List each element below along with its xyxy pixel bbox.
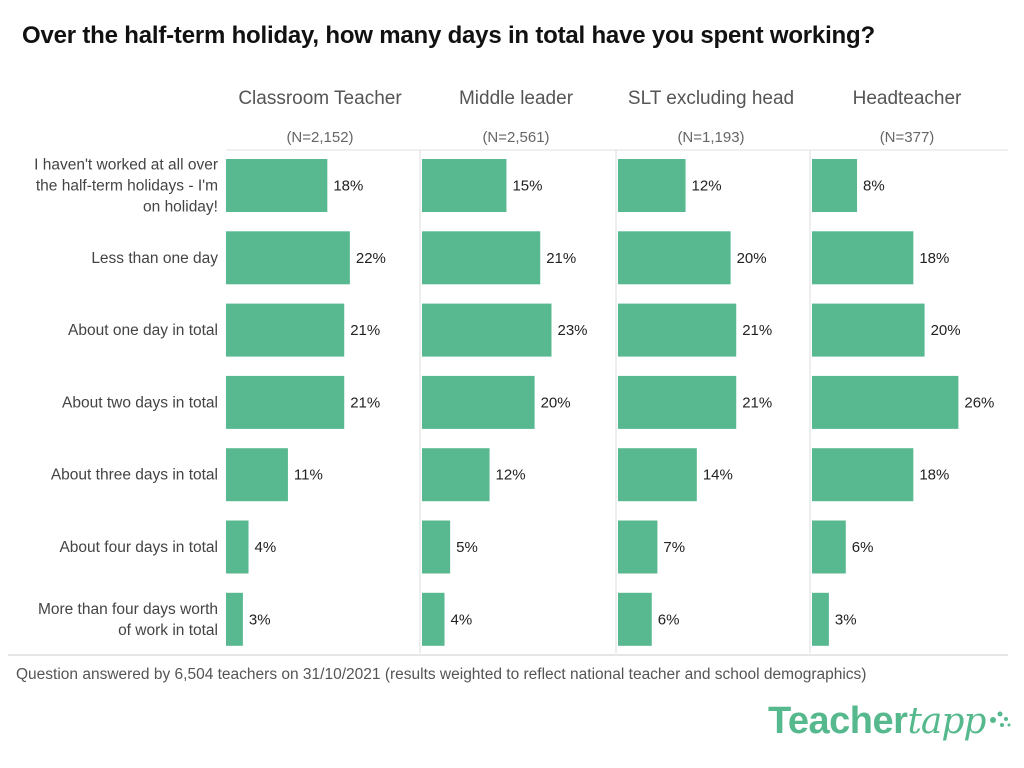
bar xyxy=(812,303,925,357)
bar xyxy=(618,303,737,357)
bar xyxy=(812,231,914,285)
bar xyxy=(226,448,288,502)
data-label: 15% xyxy=(512,178,542,195)
category-label: About one day in total xyxy=(68,322,218,339)
data-label: 21% xyxy=(350,394,380,411)
data-label: 12% xyxy=(496,467,526,484)
bar xyxy=(812,448,914,502)
panel-header: SLT excluding head xyxy=(628,88,794,109)
data-label: 20% xyxy=(737,250,767,267)
bar xyxy=(618,520,658,574)
bar xyxy=(422,231,541,285)
bar xyxy=(812,375,959,429)
category-label: Less than one day xyxy=(91,250,218,267)
bar xyxy=(422,520,451,574)
data-label: 23% xyxy=(557,322,587,339)
data-label: 11% xyxy=(294,467,323,484)
bar xyxy=(618,231,731,285)
data-label: 20% xyxy=(541,394,571,411)
bar xyxy=(618,592,652,646)
category-label: More than four days worth of work in tota… xyxy=(38,601,218,639)
bar xyxy=(226,303,345,357)
logo-main-text: Teacher xyxy=(768,700,908,742)
data-label: 21% xyxy=(742,394,772,411)
data-label: 6% xyxy=(852,539,874,556)
bar xyxy=(422,448,490,502)
teachertapp-logo: Teacher tapp xyxy=(768,700,1013,746)
bar xyxy=(618,448,697,502)
bar xyxy=(618,159,686,212)
panel-header: Headteacher xyxy=(853,88,962,109)
data-label: 3% xyxy=(249,611,271,628)
bar xyxy=(812,159,858,212)
panel-n-label: (N=2,152) xyxy=(286,129,353,146)
panel-header: Classroom Teacher xyxy=(238,88,402,109)
category-label: About four days in total xyxy=(59,539,218,556)
bar xyxy=(226,159,328,212)
footnote: Question answered by 6,504 teachers on 3… xyxy=(16,666,867,683)
data-label: 18% xyxy=(333,178,363,195)
data-label: 22% xyxy=(356,250,386,267)
bar xyxy=(226,520,249,574)
panel-n-label: (N=1,193) xyxy=(677,129,744,146)
bar xyxy=(226,592,243,646)
logo-dots-icon xyxy=(990,711,1011,727)
data-label: 5% xyxy=(456,539,478,556)
category-label: About three days in total xyxy=(51,467,218,484)
data-label: 21% xyxy=(350,322,380,339)
bar xyxy=(812,520,846,574)
data-label: 8% xyxy=(863,178,885,195)
category-label: I haven't worked at all over the half-ter… xyxy=(34,157,218,216)
bar xyxy=(422,375,535,429)
bar xyxy=(422,159,507,212)
data-label: 7% xyxy=(663,539,685,556)
bar xyxy=(422,303,552,357)
chart-title: Over the half-term holiday, how many day… xyxy=(22,22,875,49)
data-label: 4% xyxy=(451,611,473,628)
panel-header: Middle leader xyxy=(459,88,574,109)
data-label: 21% xyxy=(742,322,772,339)
data-label: 14% xyxy=(703,467,733,484)
bar xyxy=(422,592,445,646)
data-label: 21% xyxy=(546,250,576,267)
data-label: 26% xyxy=(964,394,994,411)
category-label: About two days in total xyxy=(62,394,218,411)
logo-script-text: tapp xyxy=(907,701,986,742)
data-label: 6% xyxy=(658,611,680,628)
data-label: 4% xyxy=(255,539,277,556)
bar xyxy=(226,231,350,285)
data-label: 3% xyxy=(835,611,857,628)
data-label: 20% xyxy=(931,322,961,339)
data-label: 18% xyxy=(919,467,949,484)
bar xyxy=(618,375,737,429)
panel-n-label: (N=2,561) xyxy=(482,129,549,146)
bar xyxy=(226,375,345,429)
panel-n-label: (N=377) xyxy=(880,129,935,146)
chart: I haven't worked at all over the half-ter… xyxy=(8,88,1008,656)
data-label: 18% xyxy=(919,250,949,267)
bar xyxy=(812,592,829,646)
data-label: 12% xyxy=(692,178,722,195)
